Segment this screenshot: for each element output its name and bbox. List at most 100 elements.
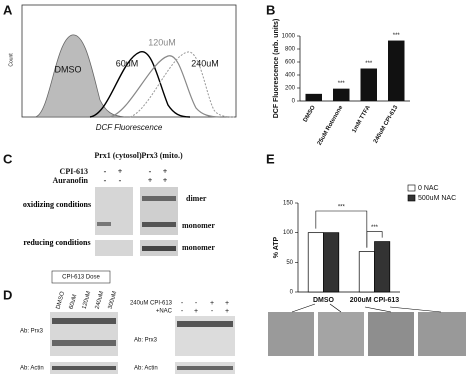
bar <box>323 232 340 293</box>
annotation: *** <box>393 33 401 39</box>
micrograph <box>268 312 314 356</box>
sign: + <box>225 308 229 315</box>
y-tick-label: 200 <box>285 86 296 92</box>
legend-swatch <box>407 194 416 202</box>
y-tick-label: 150 <box>283 201 294 207</box>
bracket <box>366 231 383 248</box>
condition-label: reducing conditions <box>23 238 91 247</box>
sign: - <box>195 300 198 307</box>
curve-240um <box>129 51 235 118</box>
bar <box>374 241 391 293</box>
panel-label: B <box>266 2 275 17</box>
sign: + <box>163 167 168 176</box>
legend-label: 500uM NAC <box>418 195 456 202</box>
micrograph <box>418 312 466 356</box>
x-tick-label: DMSO <box>303 105 317 124</box>
y-axis-label: DCF Fluorescence (arb. units) <box>273 19 280 119</box>
bar <box>305 93 322 101</box>
legend-label: 0 NAC <box>418 185 439 192</box>
bar <box>333 88 350 101</box>
bar <box>358 251 375 293</box>
sign: - <box>181 308 184 315</box>
band <box>142 246 176 251</box>
blot <box>95 187 133 235</box>
x-tick-label: 25uM Rotenone <box>317 104 345 146</box>
panel-a: Count DCF Fluorescence DMSO 60uM 120uM 2… <box>8 4 237 132</box>
antibody-label: Ab: Prx3 <box>134 338 158 344</box>
band-label: monomer <box>182 221 215 230</box>
x-tick-label: 200uM CPI-613 <box>350 297 400 304</box>
panel-label: A <box>3 2 13 17</box>
row-label: +NAC <box>156 309 173 315</box>
condition-box: oxidizing conditions <box>22 200 92 209</box>
sign: + <box>148 176 153 185</box>
band <box>52 340 116 346</box>
column-header: Prx3 (mito.) <box>141 151 183 160</box>
band <box>52 318 116 324</box>
arrow <box>364 306 392 313</box>
y-tick-label: 0 <box>292 99 296 105</box>
sign: + <box>118 167 123 176</box>
panel-c: Prx1 (cytosol) Prx3 (mito.) CPI-613 Aura… <box>22 151 215 256</box>
lane-label: 120uM <box>82 291 93 310</box>
band <box>177 321 233 327</box>
curve-label: DMSO <box>55 64 82 74</box>
sign: + <box>210 300 214 307</box>
row-label: Auranofin <box>52 176 88 185</box>
band-label: dimer <box>186 194 207 203</box>
blot <box>95 240 133 256</box>
bar <box>388 40 405 101</box>
arrow <box>389 306 442 313</box>
sign: - <box>104 176 107 185</box>
curve-label: 240uM <box>191 58 219 68</box>
annotation: *** <box>365 61 373 67</box>
annotation: *** <box>371 225 379 231</box>
band <box>97 222 111 226</box>
micrographs <box>268 303 466 356</box>
band <box>52 366 116 370</box>
micrograph <box>368 312 414 356</box>
lane-label: 300uM <box>108 291 119 310</box>
y-tick-label: 50 <box>286 260 293 266</box>
sign: - <box>149 167 152 176</box>
y-axis-label: % ATP <box>273 236 280 258</box>
panel-label: D <box>3 287 12 302</box>
sign: - <box>119 176 122 185</box>
bar <box>307 232 324 293</box>
x-tick-label: DMSO <box>313 297 335 304</box>
antibody-label: Ab: Actin <box>20 366 44 372</box>
curve-label: 60uM <box>116 58 139 68</box>
bracket <box>315 210 368 248</box>
antibody-label: Ab: Actin <box>134 366 158 372</box>
y-tick-label: 600 <box>285 60 296 66</box>
curve-120um <box>109 55 221 118</box>
curve-label: 120uM <box>148 37 176 47</box>
y-tick-label: 100 <box>283 230 294 236</box>
arrow <box>291 303 316 313</box>
y-tick-label: 800 <box>285 47 296 53</box>
row-label: 240uM CPI-613 <box>130 301 173 307</box>
blot <box>140 187 178 235</box>
lane-label: 60uM <box>69 294 79 310</box>
band <box>177 366 233 370</box>
dose-label: CPI-613 Dose <box>62 275 100 281</box>
dmso-curve <box>34 34 126 118</box>
x-tick-label: 1mM TTFA <box>351 104 372 134</box>
sign: - <box>211 308 214 315</box>
column-header: Prx1 (cytosol) <box>94 151 142 160</box>
y-tick-label: 1000 <box>282 34 296 40</box>
lane-label: 240uM <box>95 291 106 310</box>
histogram-frame <box>21 4 237 118</box>
curve-60um <box>89 51 191 118</box>
sign: + <box>163 176 168 185</box>
panel-label: C <box>3 151 13 166</box>
row-label: CPI-613 <box>60 167 88 176</box>
panel-d: CPI-613 Dose DMSO 60uM 120uM 240uM 300uM… <box>20 270 235 374</box>
sign: + <box>194 308 198 315</box>
sign: - <box>181 300 184 307</box>
micrograph <box>318 312 364 356</box>
y-tick-label: 400 <box>285 73 296 79</box>
condition-label: oxidizing conditions <box>22 200 92 209</box>
band <box>142 222 176 227</box>
